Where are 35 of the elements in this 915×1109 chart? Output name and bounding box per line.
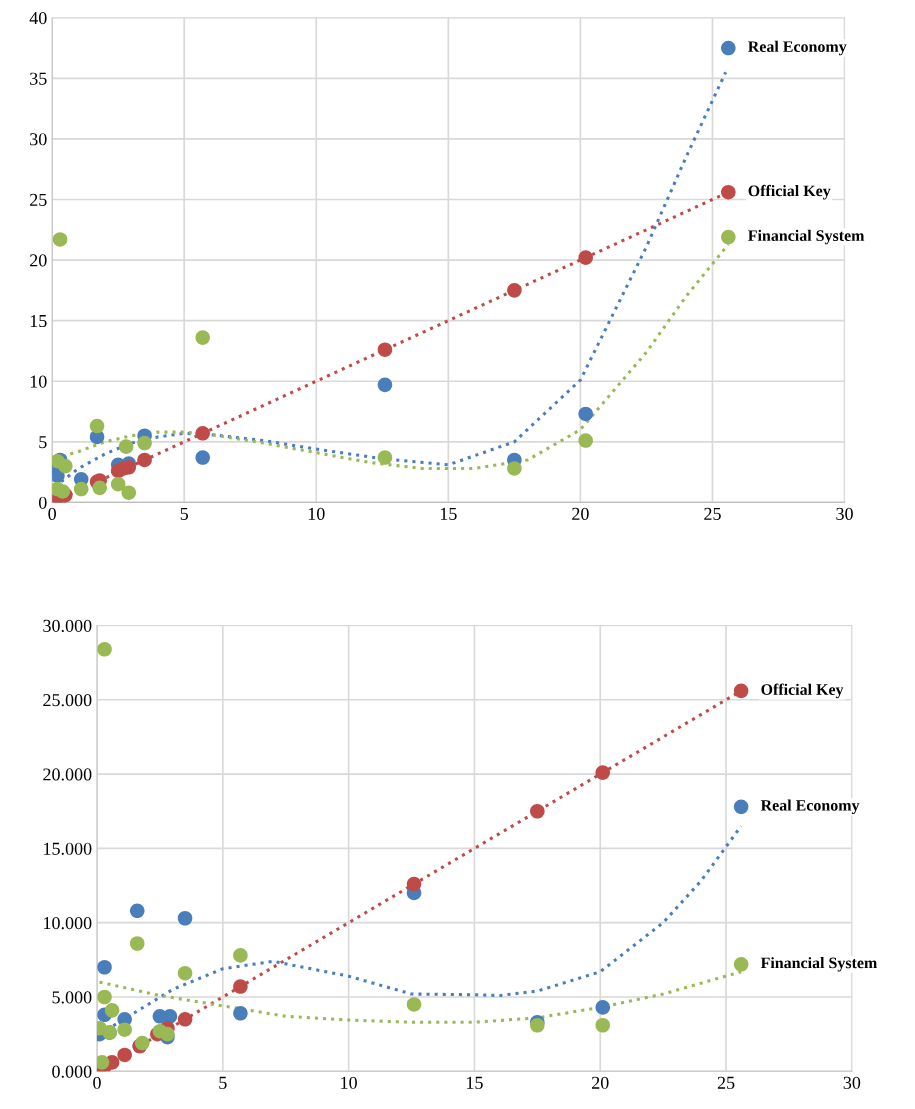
y-tick-label: 40 (29, 12, 47, 25)
y-tick-label: 20.000 (43, 768, 92, 781)
x-tick-label: 25 (717, 1076, 735, 1089)
y-tick-label: 25.000 (43, 694, 92, 707)
y-tick-label: 15 (30, 314, 47, 328)
x-tick-label: 15 (466, 1076, 483, 1089)
y-tick-label: 35 (30, 72, 47, 85)
y-tick-label: 5.000 (52, 991, 92, 1004)
x-tick-label: 10 (308, 507, 325, 520)
y-tick-label: 10 (30, 375, 47, 388)
x-tick-label: 10 (341, 1076, 357, 1089)
x-tick-label: 5 (219, 1076, 227, 1089)
y-tick-label: 20 (30, 254, 47, 267)
x-tick-label: 30 (843, 1076, 861, 1089)
y-tick-label: 0 (38, 496, 47, 509)
series-label: Financial System (760, 957, 878, 972)
series-label: Financial System (748, 229, 865, 245)
y-tick-label: 10.000 (44, 916, 92, 930)
x-tick-label: 30 (836, 507, 853, 520)
series-label: Official Key (748, 184, 831, 200)
y-tick-label: 15.000 (44, 842, 92, 855)
series-label: Official Key (761, 683, 844, 699)
y-tick-label: 0.000 (52, 1065, 92, 1078)
y-tick-label: 25 (30, 193, 47, 206)
x-tick-label: 25 (704, 507, 721, 520)
y-tick-label: 30.000 (43, 619, 92, 632)
series-label: Real Economy (748, 40, 847, 56)
x-tick-label: 15 (440, 507, 457, 520)
x-tick-label: 20 (572, 507, 589, 520)
x-tick-label: 20 (592, 1076, 609, 1089)
y-tick-label: 30 (30, 133, 47, 146)
x-tick-label: 5 (180, 507, 189, 520)
x-tick-label: 0 (93, 1076, 101, 1089)
series-label: Real Economy (760, 799, 860, 815)
y-tick-label: 5 (39, 436, 47, 449)
